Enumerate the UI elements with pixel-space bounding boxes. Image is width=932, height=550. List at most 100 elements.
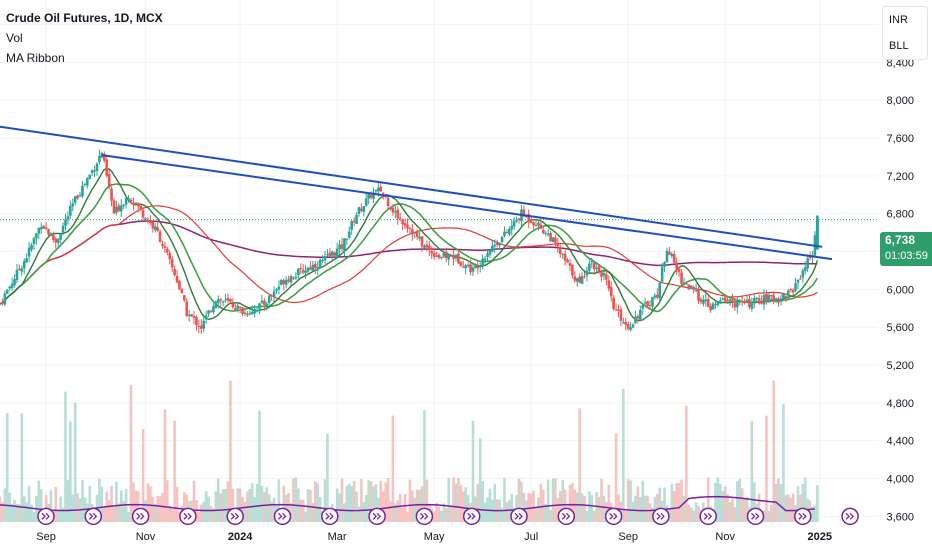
candle-body (170, 258, 174, 268)
volume-bar (457, 478, 460, 522)
candle-body (284, 280, 288, 285)
candle-body (728, 299, 732, 302)
candle-body (420, 236, 424, 247)
candle-body (204, 315, 208, 320)
volume-bar (389, 501, 392, 522)
volume-bar (107, 500, 111, 522)
volume-bar (767, 510, 771, 522)
candle-body (316, 267, 320, 270)
volume-bar (736, 481, 739, 522)
candle-body (789, 289, 792, 291)
candle-body (719, 300, 722, 302)
volume-bar (248, 488, 252, 522)
legend-vol[interactable]: Vol (6, 31, 23, 45)
candle-body (634, 316, 637, 324)
legend-ma-ribbon[interactable]: MA Ribbon (6, 51, 65, 65)
volume-bar (617, 494, 620, 522)
candle-body (277, 286, 281, 290)
volume-bar (258, 410, 261, 522)
volume-bar (493, 483, 497, 522)
volume-bar (694, 502, 698, 522)
candle-body (454, 254, 458, 259)
candle-body (396, 209, 400, 219)
candle-body (697, 290, 700, 301)
volume-bar (670, 483, 674, 522)
volume-bar (117, 503, 121, 522)
candle-body (132, 203, 135, 205)
candle-body (197, 325, 201, 327)
volume-bar (352, 480, 356, 522)
candle-body (493, 244, 497, 247)
candle-body (117, 205, 121, 211)
unit-label[interactable]: BLL (889, 40, 909, 52)
candle-body (207, 310, 210, 314)
volume-bar (740, 488, 744, 522)
volume-bar (561, 480, 564, 522)
volume-bar (236, 488, 239, 522)
volume-bar (66, 479, 70, 522)
volume-bar (127, 511, 130, 522)
volume-bar (15, 503, 19, 522)
candle-body (411, 229, 414, 235)
price-tick-label: 3,600 (886, 511, 914, 523)
candle-body (731, 300, 734, 303)
candle-body (195, 317, 198, 326)
candle-body (476, 265, 480, 269)
volume-bar (440, 510, 443, 522)
time-tick-label: Nov (715, 531, 735, 543)
candle-body (292, 277, 295, 279)
candle-body (49, 233, 53, 236)
volume-bar (745, 496, 749, 522)
candle-body (42, 225, 45, 229)
candle-body (39, 227, 43, 230)
volume-bar (551, 478, 555, 522)
candle-body (47, 229, 50, 235)
split-marker-icon (131, 507, 150, 526)
volume-bar (263, 492, 266, 522)
candle-body (682, 282, 686, 284)
price-tick-label: 6,000 (886, 284, 914, 296)
time-tick-label: 2024 (228, 531, 253, 543)
volume-bar (335, 488, 339, 522)
volume-bar (81, 480, 84, 522)
candle-body (694, 289, 698, 291)
candle-body (202, 320, 206, 329)
volume-bar (435, 502, 438, 522)
candle-body (743, 301, 746, 303)
time-tick-label: Nov (136, 531, 156, 543)
volume-bar (803, 477, 807, 522)
candle-body (15, 269, 19, 281)
volume-bar (454, 483, 458, 522)
candle-body (430, 250, 434, 254)
volume-bar (59, 496, 62, 522)
candle-body (5, 290, 9, 294)
currency-unit-selector[interactable]: INR BLL (882, 6, 928, 60)
candle-body (408, 227, 412, 230)
candle-body (573, 276, 577, 281)
volume-bar (229, 380, 232, 522)
volume-bar (590, 495, 594, 522)
candle-body (580, 276, 584, 284)
volume-bar (592, 510, 596, 522)
candle-body (512, 220, 516, 227)
candle-body (469, 264, 472, 273)
candle-body (648, 305, 652, 307)
candle-body (571, 264, 574, 276)
volume-bar (347, 483, 351, 522)
candle-body (190, 314, 193, 317)
volume-bar (241, 496, 244, 522)
candle-body (522, 209, 526, 217)
candle-body (0, 303, 2, 305)
candle-body (777, 299, 780, 303)
split-marker-icon (557, 507, 576, 526)
currency-label[interactable]: INR (889, 14, 908, 26)
volume-bar (687, 504, 691, 522)
candle-body (78, 195, 82, 197)
volume-bar (733, 507, 737, 522)
candle-body (127, 198, 130, 200)
volume-bar (316, 483, 320, 522)
volume-bar (314, 481, 317, 522)
chart-title[interactable]: Crude Oil Futures, 1D, MCX (6, 11, 163, 25)
candle-body (753, 298, 756, 303)
split-marker-icon (179, 507, 197, 526)
